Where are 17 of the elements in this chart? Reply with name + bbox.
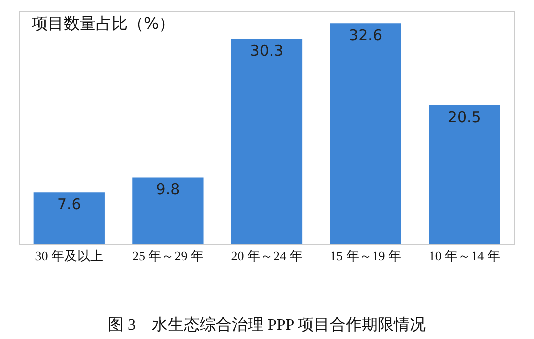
bar bbox=[231, 39, 303, 244]
x-tick-label: 20 年～24 年 bbox=[231, 248, 303, 264]
bar bbox=[330, 24, 402, 244]
x-tick-label: 30 年及以上 bbox=[35, 248, 104, 264]
data-label: 20.5 bbox=[448, 108, 482, 126]
data-label: 7.6 bbox=[57, 196, 82, 214]
chart-title: 项目数量占比（%） bbox=[32, 14, 176, 33]
x-tick-label: 10 年～14 年 bbox=[428, 248, 500, 264]
bar bbox=[34, 192, 105, 244]
data-label: 9.8 bbox=[156, 180, 180, 199]
data-label: 30.3 bbox=[250, 42, 284, 60]
x-tick-label: 25 年～29 年 bbox=[132, 248, 204, 264]
bar bbox=[429, 105, 500, 244]
x-tick-label: 15 年～19 年 bbox=[330, 248, 402, 264]
bar bbox=[132, 178, 204, 244]
data-label: 32.6 bbox=[349, 26, 383, 45]
caption: 图 3 水生态综合治理 PPP 项目合作期限情况 bbox=[108, 316, 426, 334]
